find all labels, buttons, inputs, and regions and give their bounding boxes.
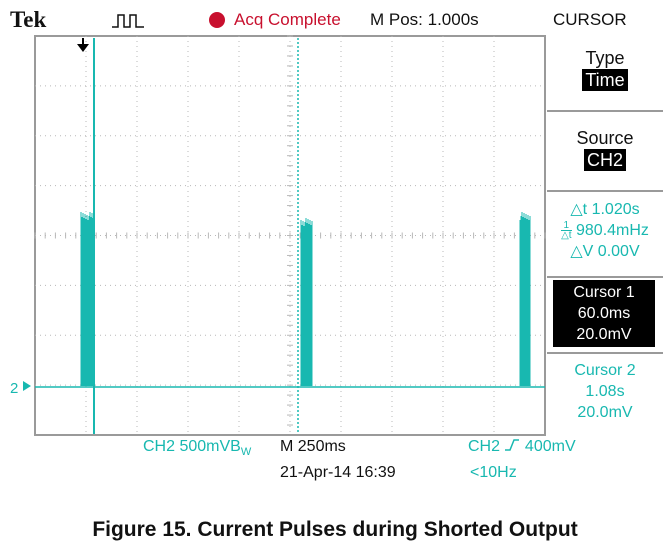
- waveform-graticule: 2: [10, 35, 546, 436]
- oscilloscope-screen: Tek Acq Complete M Pos: 1.000s CURSOR 2 …: [0, 0, 670, 492]
- menu-divider: [547, 276, 663, 278]
- delta-v-readout: △V 0.00V: [570, 243, 640, 260]
- channel-scale-value: CH2 500mV: [143, 438, 231, 455]
- inverse-delta-t-icon: 1 △t: [561, 220, 572, 242]
- timebase: M 250ms: [280, 438, 346, 455]
- cursor-1-menu-item[interactable]: Cursor 1 60.0ms 20.0mV: [553, 280, 655, 347]
- type-value: Time: [582, 69, 628, 91]
- brand-logo: Tek: [10, 7, 47, 32]
- figure-caption: Figure 15. Current Pulses during Shorted…: [92, 518, 578, 541]
- acquisition-status-icon: [209, 12, 225, 28]
- channel-scale: CH2 500mVBW: [143, 438, 251, 458]
- trigger-source: CH2: [468, 438, 501, 455]
- cursor-readout: △t 1.020s 1 △t 980.4mHz △V 0.00V: [547, 199, 663, 262]
- ch2-waveform: [35, 212, 545, 388]
- trigger-frequency: <10Hz: [470, 464, 517, 481]
- cursor-1-volt: 20.0mV: [576, 326, 632, 343]
- trigger-level: 400mV: [524, 438, 576, 455]
- cursor-menu: Type Time Source CH2 △t 1.020s 1 △t 980.4…: [547, 36, 663, 435]
- rising-edge-icon: [505, 439, 520, 451]
- trigger-status-pulse-icon: [112, 14, 144, 28]
- menu-divider: [547, 190, 663, 192]
- channel-2-marker[interactable]: 2: [10, 380, 31, 397]
- cursor-1-time: 60.0ms: [577, 305, 631, 322]
- cursor-2-label: Cursor 2: [574, 362, 636, 379]
- menu-divider: [547, 110, 663, 112]
- bandwidth-limit-mark: B: [230, 438, 241, 455]
- channel-2-label: 2: [10, 380, 18, 397]
- source-menu-item[interactable]: Source CH2: [547, 128, 663, 171]
- source-value: CH2: [583, 149, 626, 171]
- scale-readout-bar: CH2 500mVBW M 250ms CH2 400mV 21-Apr-14 …: [0, 436, 670, 492]
- cursor-1-label: Cursor 1: [573, 284, 635, 301]
- trigger-position-icon: [77, 38, 89, 52]
- horizontal-position: M Pos: 1.000s: [370, 10, 479, 29]
- bandwidth-limit-sub: W: [240, 446, 252, 459]
- trigger-readout: CH2 400mV: [468, 438, 576, 456]
- cursor-2-volt: 20.0mV: [577, 404, 633, 421]
- type-label: Type: [585, 48, 625, 68]
- date-time: 21-Apr-14 16:39: [280, 464, 396, 481]
- menu-title: CURSOR: [553, 10, 627, 29]
- type-menu-item[interactable]: Type Time: [547, 48, 663, 91]
- cursor-2-time: 1.08s: [585, 383, 625, 400]
- acquisition-status: Acq Complete: [234, 10, 341, 29]
- delta-t-readout: △t 1.020s: [570, 201, 640, 218]
- menu-divider: [547, 352, 663, 354]
- cursor-2-menu-item[interactable]: Cursor 2 1.08s 20.0mV: [547, 360, 663, 423]
- inverse-delta-t-readout: 1 △t 980.4mHz: [547, 220, 663, 241]
- status-bar: Tek Acq Complete M Pos: 1.000s CURSOR: [0, 0, 670, 38]
- source-label: Source: [576, 128, 634, 148]
- inverse-delta-t-value: 980.4mHz: [576, 222, 649, 239]
